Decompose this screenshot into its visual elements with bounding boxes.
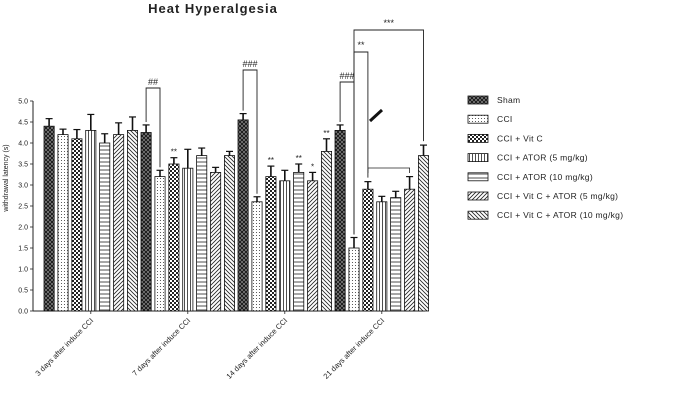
bar	[71, 138, 83, 312]
chart-title: Heat Hyperalgesia	[148, 1, 278, 16]
bar	[223, 155, 235, 312]
significance-label: **	[296, 154, 302, 163]
legend-swatch	[467, 172, 489, 182]
y-tick-label: 4.5	[18, 120, 28, 127]
annotations: **** *****########*****	[145, 18, 424, 235]
bar	[404, 188, 416, 312]
bar	[279, 180, 291, 312]
x-tick-label: 3 days after induce CCI	[33, 316, 95, 378]
star-significance-label: ***	[383, 18, 394, 28]
legend-swatch	[467, 191, 489, 201]
bar	[140, 132, 152, 312]
bar	[237, 119, 249, 312]
legend-label: CCI + ATOR (5 mg/kg)	[497, 153, 588, 163]
comparison-bracket	[145, 87, 161, 168]
x-tick-label: 7 days after induce CCI	[130, 316, 192, 378]
comparison-bracket	[353, 29, 424, 233]
bar	[99, 142, 111, 312]
hash-significance-label: ##	[148, 77, 158, 87]
bar	[113, 134, 125, 312]
slash-mark	[368, 108, 384, 123]
legend-label: CCI + Vit C + ATOR (5 mg/kg)	[497, 191, 618, 201]
significance-label: **	[268, 156, 274, 165]
legend-label: CCI + Vit C + ATOR (10 mg/kg)	[497, 210, 623, 220]
bar	[251, 201, 263, 312]
legend-swatch	[467, 95, 489, 105]
bar	[182, 167, 194, 312]
legend-swatch	[467, 210, 489, 220]
bar	[320, 150, 332, 312]
hash-significance-label: ###	[340, 71, 355, 81]
bar	[293, 171, 305, 312]
y-tick-label: 3.5	[18, 162, 28, 169]
bar	[57, 134, 69, 312]
y-tick-label: 3.0	[18, 183, 28, 190]
significance-label: *	[311, 162, 314, 171]
bar	[390, 197, 402, 312]
legend-label: CCI + ATOR (10 mg/kg)	[497, 172, 593, 182]
x-tick-label: 21 days after induce CCI	[321, 316, 386, 381]
y-tick-label: 2.0	[18, 225, 28, 232]
bar	[154, 176, 166, 312]
bar	[127, 129, 139, 312]
legend-swatch	[467, 114, 489, 124]
legend-swatch	[467, 133, 489, 143]
legend-label: CCI + Vit C	[497, 133, 543, 143]
bar	[348, 247, 360, 312]
bar	[210, 171, 222, 312]
bar	[362, 188, 374, 312]
range-bracket	[367, 167, 410, 173]
y-tick-label: 2.5	[18, 204, 28, 211]
bar	[307, 180, 319, 312]
significance-label: **	[171, 148, 177, 157]
y-tick-label: 5.0	[18, 99, 28, 106]
bars	[43, 112, 429, 312]
significance-label: **	[323, 129, 329, 138]
y-tick-label: 1.0	[18, 267, 28, 274]
legend-label: CCI	[497, 114, 513, 124]
bar	[85, 129, 97, 312]
legend-label: Sham	[497, 95, 520, 105]
bar	[334, 129, 346, 312]
comparison-bracket	[242, 69, 258, 194]
legend: Sham CCI CCI + Vit C CCI + ATOR (5 mg/kg) CC…	[467, 95, 623, 220]
y-axis-label: withdrawal latency (s)	[3, 144, 10, 212]
bar	[265, 176, 277, 312]
legend-swatch	[467, 153, 489, 163]
y-tick-label: 0.5	[18, 288, 28, 295]
bar	[43, 125, 55, 312]
bar	[376, 201, 388, 312]
y-tick-label: 0.0	[18, 309, 28, 316]
y-tick-label: 4.0	[18, 141, 28, 148]
bar	[196, 155, 208, 312]
bar	[417, 155, 429, 312]
star-significance-label: **	[357, 40, 365, 50]
hash-significance-label: ###	[243, 59, 258, 69]
y-tick-label: 1.5	[18, 246, 28, 253]
bar	[168, 163, 180, 312]
x-tick-label: 14 days after induce CCI	[224, 316, 289, 381]
